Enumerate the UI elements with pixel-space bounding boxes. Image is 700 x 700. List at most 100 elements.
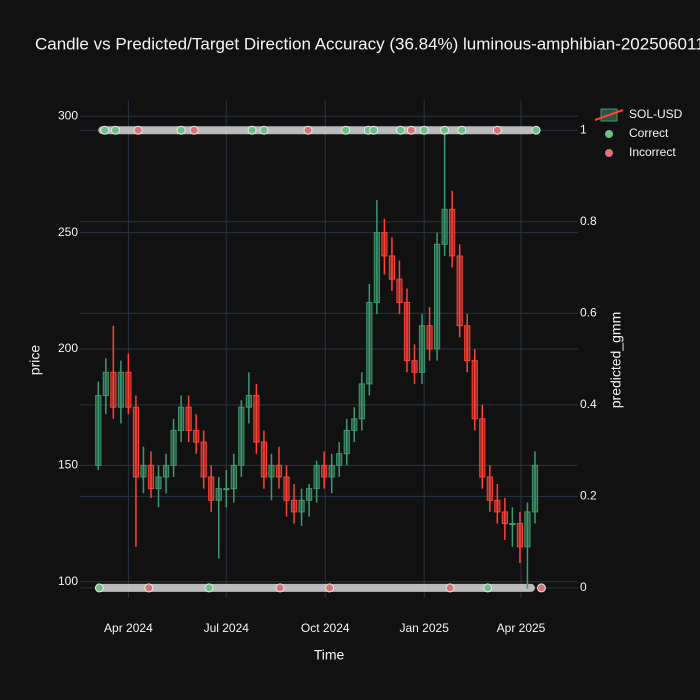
marker	[406, 125, 416, 135]
y2-tick-label: 0.6	[580, 305, 597, 319]
candle-body	[321, 464, 328, 478]
marker	[176, 125, 186, 135]
candle-body	[471, 360, 478, 420]
candle-body	[351, 418, 358, 431]
candle-body	[245, 395, 252, 408]
candle-body	[140, 464, 147, 478]
marker	[341, 125, 351, 135]
y-tick-label: 200	[58, 341, 78, 355]
marker	[445, 583, 455, 593]
legend-label: Correct	[629, 126, 669, 140]
candle-body	[178, 406, 185, 431]
marker	[396, 125, 406, 135]
candle-body	[434, 243, 441, 350]
candle-body	[230, 464, 237, 490]
candle-body	[501, 511, 508, 525]
marker	[457, 125, 467, 135]
candle-body	[208, 476, 215, 501]
candle-body	[479, 418, 486, 478]
candle-body	[200, 441, 207, 478]
y-tick-label: 150	[58, 458, 78, 472]
y2-tick-label: 1	[580, 122, 587, 136]
legend-swatch	[594, 109, 624, 121]
candle-body	[531, 464, 539, 513]
marker	[204, 583, 214, 593]
legend-swatch	[605, 149, 613, 157]
candle-body	[509, 523, 516, 526]
candle-body	[456, 255, 463, 327]
candle-body	[403, 301, 411, 362]
plot-area	[94, 125, 546, 593]
marker	[303, 125, 313, 135]
candle-body	[313, 464, 320, 490]
marker	[419, 125, 429, 135]
candle-body	[268, 464, 275, 478]
legend-label: SOL-USD	[629, 107, 683, 121]
candle-body	[155, 476, 162, 490]
candle-body	[328, 464, 335, 478]
candle-body	[358, 383, 365, 420]
candle-body	[411, 360, 418, 373]
candle-body	[366, 301, 373, 385]
candle-body	[464, 325, 471, 362]
marker-band	[98, 126, 535, 135]
candle-body	[298, 499, 305, 513]
candle-body	[238, 406, 245, 466]
candle-body	[343, 429, 350, 455]
candle-body	[336, 453, 343, 466]
candle-body	[223, 488, 230, 491]
candle-body	[260, 441, 268, 478]
marker	[94, 583, 104, 593]
candle-body	[132, 406, 140, 478]
x-tick-label: Apr 2024	[104, 621, 153, 635]
x-tick-label: Apr 2025	[497, 621, 546, 635]
candle-body	[486, 476, 493, 501]
candle-body	[418, 325, 426, 373]
candle-body	[388, 255, 396, 280]
x-tick-label: Jan 2025	[399, 621, 449, 635]
candle-body	[381, 232, 388, 257]
y-tick-label: 250	[58, 225, 78, 239]
candle-body	[162, 464, 170, 478]
candle-body	[524, 511, 531, 548]
marker	[440, 125, 450, 135]
candle-body	[147, 464, 155, 490]
y2-tick-label: 0.4	[580, 397, 597, 411]
x-axis-title: Time	[314, 647, 345, 663]
marker	[536, 583, 546, 593]
marker	[259, 125, 269, 135]
candle-body	[449, 208, 456, 257]
legend-swatch	[605, 130, 613, 138]
candle-body	[283, 476, 290, 501]
y-tick-label: 300	[58, 108, 78, 122]
marker	[110, 125, 120, 135]
marker	[189, 125, 199, 135]
candle-body	[253, 395, 260, 443]
legend-label: Incorrect	[629, 145, 676, 159]
candle-body	[373, 232, 380, 303]
candle-body	[215, 488, 222, 501]
marker	[483, 583, 493, 593]
y2-axis-title: predicted_gmm	[608, 312, 624, 409]
marker	[144, 583, 154, 593]
x-tick-label: Jul 2024	[204, 621, 250, 635]
marker-band	[98, 583, 535, 592]
marker	[133, 125, 143, 135]
marker	[100, 125, 110, 135]
candle-body	[494, 499, 501, 513]
candle-body	[275, 464, 283, 478]
candle-body	[516, 523, 524, 548]
candle-body	[396, 278, 403, 303]
y2-tick-label: 0.8	[580, 214, 597, 228]
legend: SOL-USD Correct Incorrect	[594, 107, 683, 159]
y2-tick-label: 0.2	[580, 489, 597, 503]
marker	[492, 125, 502, 135]
candle-body	[102, 371, 109, 397]
y-tick-label: 100	[58, 574, 78, 588]
candle-body	[290, 499, 298, 513]
marker	[531, 125, 541, 135]
candle-body	[185, 406, 192, 431]
candle-body	[441, 208, 448, 245]
